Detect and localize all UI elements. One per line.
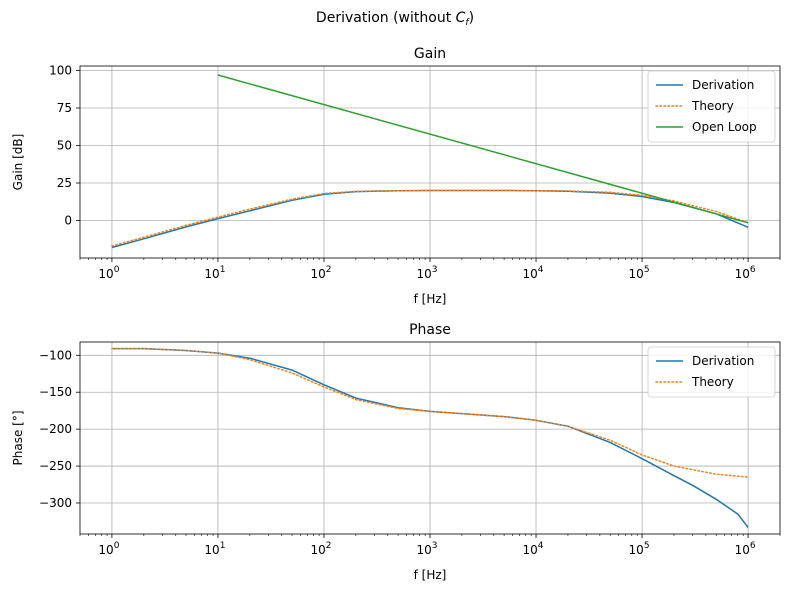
phase-x-tick-label: 102 xyxy=(310,541,331,557)
phase-series-theory xyxy=(111,347,749,478)
gain-x-tick-label: 103 xyxy=(416,265,437,281)
phase-ylabel: Phase [°] xyxy=(11,410,25,465)
phase-x-tick-label: 103 xyxy=(416,541,437,557)
gain-x-tick-label: 105 xyxy=(629,265,650,281)
gain-ylabel: Gain [dB] xyxy=(11,134,25,191)
gain-legend-frame xyxy=(647,70,776,143)
gain-legend-label-open-loop: Open Loop xyxy=(692,120,757,134)
gain-y-tick-label: 50 xyxy=(57,139,72,153)
gain-series-theory xyxy=(111,189,749,247)
phase-x-tick-label: 104 xyxy=(523,541,544,557)
gain-legend-label-derivation: Derivation xyxy=(692,78,754,92)
figure-title-suffix: ) xyxy=(469,10,474,26)
phase-title: Phase xyxy=(409,322,451,338)
gain-legend-label-theory: Theory xyxy=(691,99,734,113)
gain-y-tick-label: 25 xyxy=(57,176,72,190)
gain-y-tick-label: 0 xyxy=(64,214,72,228)
gain-x-tick-label: 104 xyxy=(523,265,544,281)
phase-legend-label-derivation: Derivation xyxy=(692,354,754,368)
gain-series-open-loop xyxy=(217,74,749,224)
figure-title-variable: C xyxy=(456,10,466,26)
gain-legend: Derivation Theory Open Loop xyxy=(647,70,776,143)
gain-xlabel: f [Hz] xyxy=(414,292,447,306)
phase-series-group xyxy=(111,347,749,528)
phase-x-tick-label: 105 xyxy=(629,541,650,557)
phase-y-tick-label: −150 xyxy=(39,385,72,399)
gain-x-tick-label: 106 xyxy=(735,265,756,281)
gain-x-tick-label: 100 xyxy=(98,265,119,281)
gain-axes: 100 101 102 103 104 105 106 0 25 50 75 100 Gain f [Hz… xyxy=(11,46,781,306)
phase-legend: Derivation Theory xyxy=(647,346,776,398)
phase-y-tick-label: −200 xyxy=(39,422,72,436)
phase-legend-label-theory: Theory xyxy=(691,375,734,389)
figure-title: Derivation (without Cf) xyxy=(316,10,474,28)
phase-x-tick-label: 101 xyxy=(204,541,225,557)
phase-y-tick-label: −300 xyxy=(39,496,72,510)
phase-y-tick-label: −250 xyxy=(39,459,72,473)
gain-y-tick-label: 75 xyxy=(57,101,72,115)
gain-title: Gain xyxy=(414,46,446,62)
phase-y-tick-label: −100 xyxy=(39,348,72,362)
gain-x-tick-label: 102 xyxy=(310,265,331,281)
phase-x-tick-label: 100 xyxy=(98,541,119,557)
phase-legend-frame xyxy=(647,346,776,398)
gain-series-group xyxy=(111,74,749,249)
phase-axes: 100 101 102 103 104 105 106 −100 −150 −200 −250 −30… xyxy=(11,322,781,582)
figure-title-prefix: Derivation (without xyxy=(316,10,456,26)
phase-x-tick-label: 106 xyxy=(735,541,756,557)
figure-title-subscript: f xyxy=(465,18,470,28)
gain-y-tick-label: 100 xyxy=(49,64,72,78)
gain-x-tick-label: 101 xyxy=(204,265,225,281)
phase-xlabel: f [Hz] xyxy=(414,568,447,582)
